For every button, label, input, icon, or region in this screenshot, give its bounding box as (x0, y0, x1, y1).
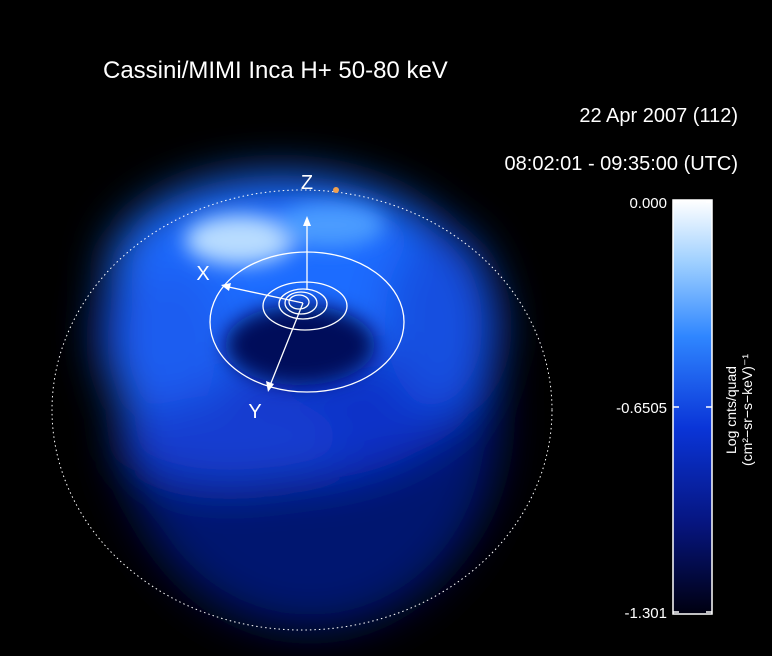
date: 22 Apr 2007 (112) (579, 105, 738, 127)
x-axis-label: X (196, 263, 209, 285)
colorbar-units: (cm²−sr−s−keV)⁻¹ (739, 354, 755, 466)
ena-hotspots (185, 203, 385, 385)
sun-marker (333, 187, 339, 193)
colorbar-tick-label: 0.000 (629, 195, 667, 212)
colorbar (672, 199, 713, 615)
colorbar-label: Log cnts/quad (723, 366, 739, 454)
colorbar-ticks: 0.000 -0.6505 -1.301 (616, 195, 712, 622)
colorbar-title: Log cnts/quad (cm²−sr−s−keV)⁻¹ (723, 354, 755, 466)
y-axis-label: Y (248, 401, 261, 423)
title: Cassini/MIMI Inca H+ 50-80 keV (103, 57, 448, 84)
axis-arrows (221, 216, 311, 392)
planet-limb (51, 189, 553, 631)
saturn-geometry (209, 220, 405, 393)
colorbar-tick-label: -0.6505 (616, 400, 667, 417)
colorbar-tick-label: -1.301 (624, 605, 667, 622)
time-range: 08:02:01 - 09:35:00 (UTC) (505, 153, 738, 175)
z-axis-label: Z (301, 172, 313, 194)
